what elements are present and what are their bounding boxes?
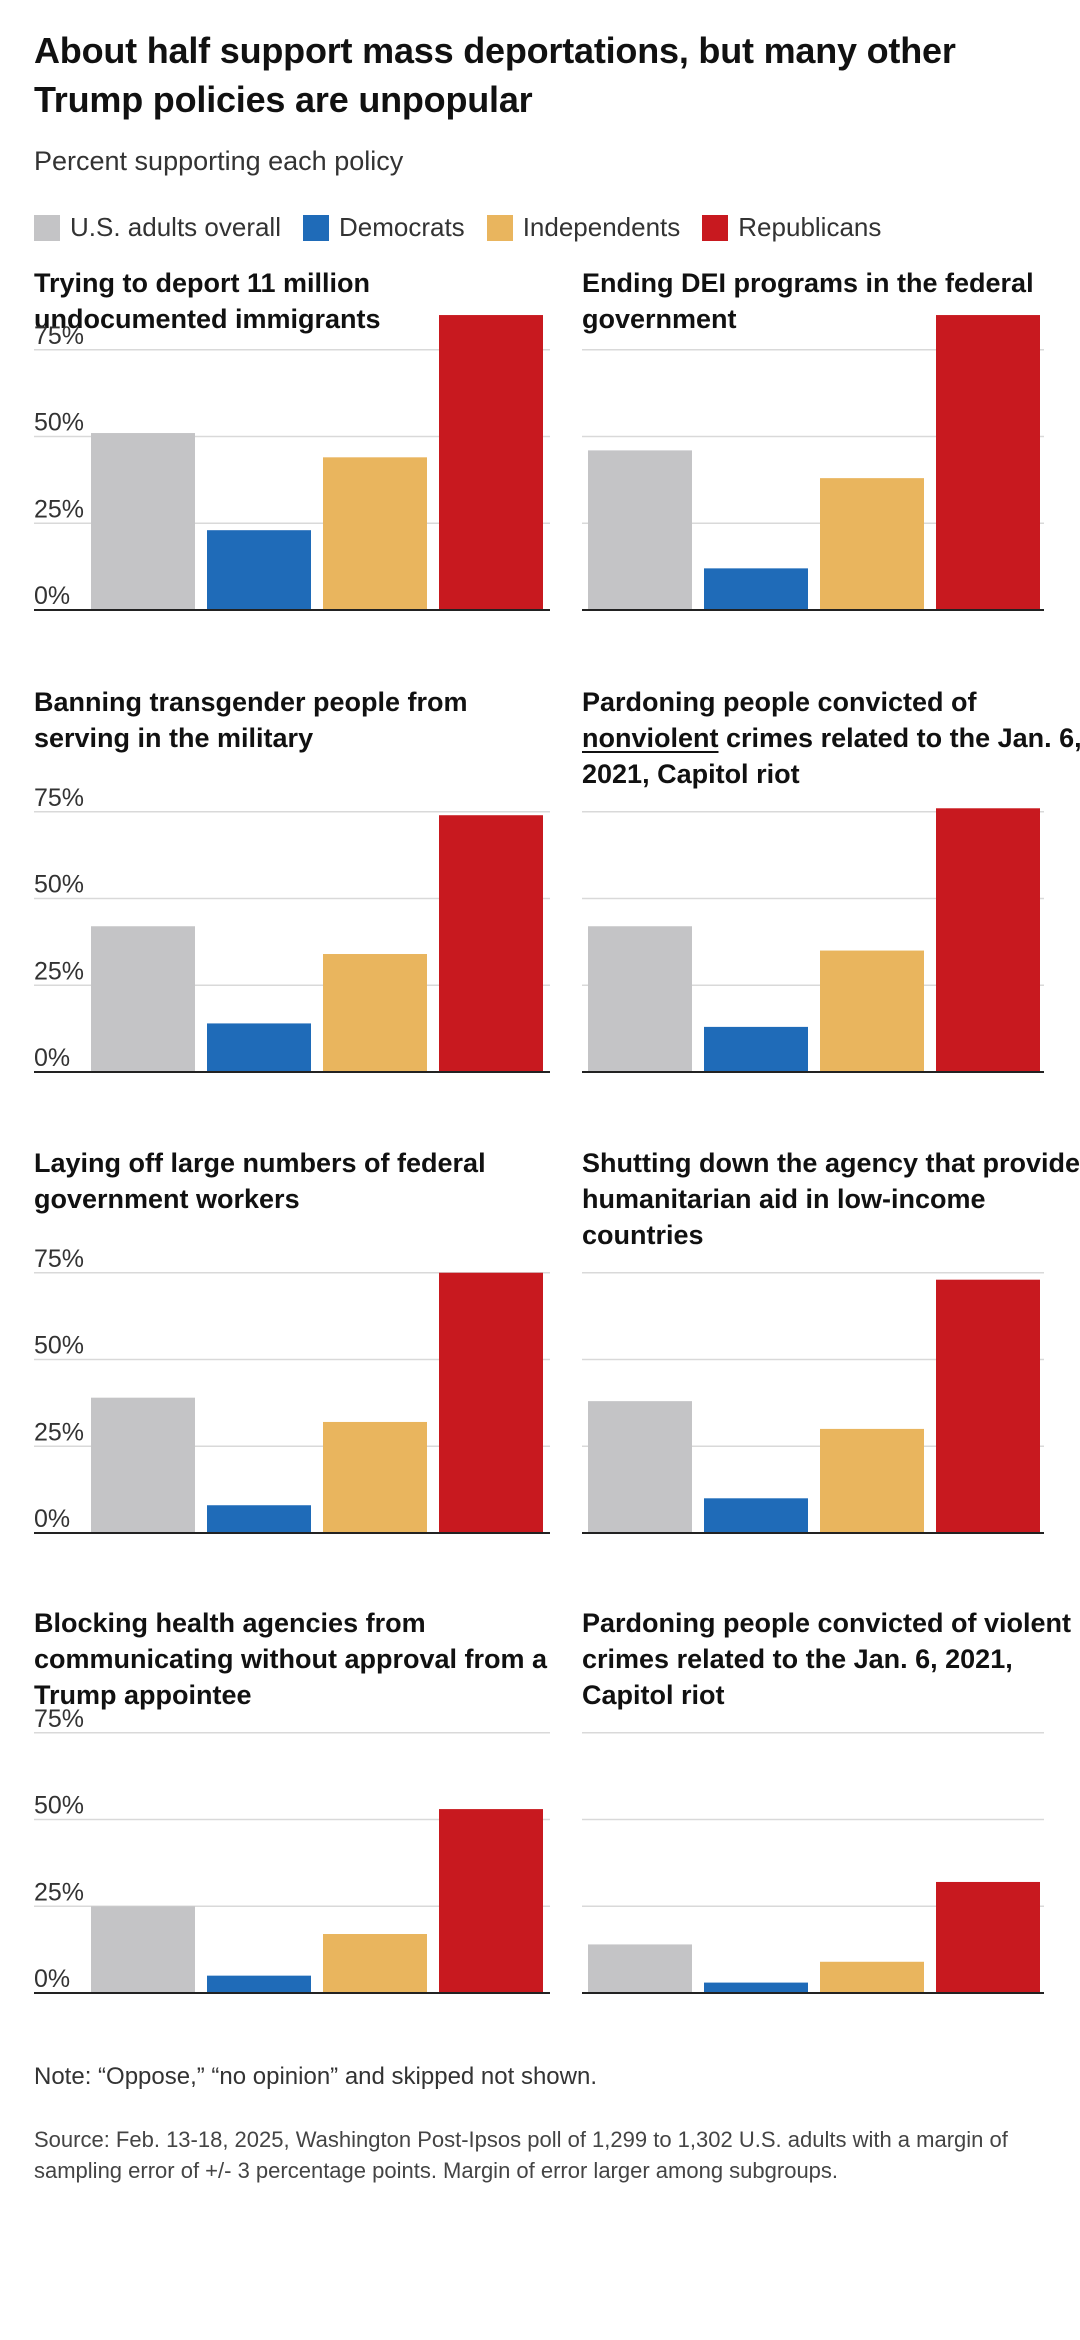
legend-swatch [302, 214, 329, 241]
panel-title: Banning transgender people from serving … [34, 687, 468, 753]
bar-chart-transgender: 75% 50% 25% 0% [34, 784, 550, 1073]
bar-chart-deport: 75% 50% 25% 0% [34, 315, 550, 611]
panel-title: Laying off large numbers of federal gove… [34, 1148, 486, 1214]
bar-chart-health-agencies: 75% 50% 25% 0% [34, 1705, 550, 1994]
y-tick-label: 25% [34, 495, 84, 523]
bar-overall [91, 433, 195, 610]
y-tick-label: 25% [34, 1418, 84, 1446]
bar-chart-dei [582, 315, 1044, 611]
bar-republicans [439, 1272, 543, 1533]
bar-independents [323, 954, 427, 1072]
bar-democrats [704, 568, 808, 610]
bar-overall [91, 1397, 195, 1533]
bar-overall [588, 926, 692, 1072]
bar-chart-layoffs: 75% 50% 25% 0% [34, 1245, 550, 1534]
y-tick-label: 0% [34, 582, 70, 610]
panel-title: Trying to deport 11 million undocumented… [34, 268, 381, 334]
bar-republicans [936, 808, 1040, 1072]
y-tick-label: 75% [34, 322, 84, 350]
legend-label: Democrats [338, 212, 465, 242]
bar-democrats [704, 1498, 808, 1533]
y-tick-label: 50% [34, 1792, 84, 1820]
bar-democrats [704, 1982, 808, 1993]
bar-republicans [936, 1279, 1040, 1533]
legend-label: U.S. adults overall [70, 212, 281, 242]
bar-independents [820, 478, 924, 610]
chart-note: Note: “Oppose,” “no opinion” and skipped… [34, 2063, 598, 2090]
bar-republicans [936, 315, 1040, 610]
bar-overall [91, 1906, 195, 1993]
legend: U.S. adults overall Democrats Independen… [34, 212, 881, 243]
panel-title: Blocking health agencies from communicat… [34, 1608, 548, 1710]
bar-independents [323, 1421, 427, 1533]
legend-item-democrats: Democrats [302, 212, 465, 243]
bar-independents [323, 1934, 427, 1993]
bar-democrats [207, 530, 311, 610]
bar-democrats [704, 1026, 808, 1072]
panel-title: Pardoning people convicted of violent cr… [582, 1608, 1072, 1710]
bar-chart-aid-agency [582, 1272, 1044, 1534]
bar-republicans [936, 1881, 1040, 1993]
y-tick-label: 25% [34, 957, 84, 985]
legend-label: Independents [522, 212, 681, 242]
y-tick-label: 0% [34, 1965, 70, 1993]
y-tick-label: 50% [34, 1332, 84, 1360]
chart-title: About half support mass deportations, bu… [34, 30, 956, 120]
panel-title: Ending DEI programs in the federal gover… [582, 268, 1034, 334]
bar-independents [820, 1961, 924, 1993]
y-tick-label: 50% [34, 871, 84, 899]
y-tick-label: 25% [34, 1878, 84, 1906]
panel-title-part: Pardoning people convicted of [582, 687, 977, 717]
legend-item-republicans: Republicans [702, 212, 881, 243]
bar-chart-pardon-nonviolent [582, 808, 1044, 1073]
y-tick-label: 75% [34, 784, 84, 812]
bar-overall [588, 1401, 692, 1533]
panel-title: Shutting down the agency that provides h… [582, 1148, 1080, 1250]
bar-overall [91, 926, 195, 1072]
legend-swatch [34, 214, 60, 241]
panel-title-emphasis: nonviolent [582, 723, 719, 753]
bar-independents [323, 457, 427, 610]
legend-item-independents: Independents [486, 212, 681, 243]
y-tick-label: 0% [34, 1505, 70, 1533]
legend-label: Republicans [738, 212, 882, 242]
y-tick-label: 0% [34, 1044, 70, 1072]
bar-overall [588, 1944, 692, 1993]
bar-democrats [207, 1975, 311, 1993]
y-tick-label: 50% [34, 409, 84, 437]
chart-subtitle: Percent supporting each policy [34, 146, 404, 176]
bar-democrats [207, 1505, 311, 1533]
bar-chart-pardon-violent [582, 1732, 1044, 1994]
bar-democrats [207, 1023, 311, 1072]
bar-independents [820, 950, 924, 1072]
bar-republicans [439, 1809, 543, 1993]
bar-republicans [439, 315, 543, 610]
panel-title: Pardoning people convicted of nonviolent… [582, 684, 1080, 792]
legend-item-overall: U.S. adults overall [34, 212, 281, 243]
panel-title-part: crimes related to the Jan. 6, 2021, Capi… [582, 723, 1080, 789]
bar-republicans [439, 815, 543, 1072]
legend-swatch [702, 214, 729, 241]
bar-independents [820, 1428, 924, 1533]
y-tick-label: 75% [34, 1245, 84, 1273]
bar-overall [588, 450, 692, 610]
legend-swatch [486, 214, 513, 241]
y-tick-label: 75% [34, 1705, 84, 1733]
chart-source: Source: Feb. 13-18, 2025, Washington Pos… [34, 2127, 1008, 2183]
